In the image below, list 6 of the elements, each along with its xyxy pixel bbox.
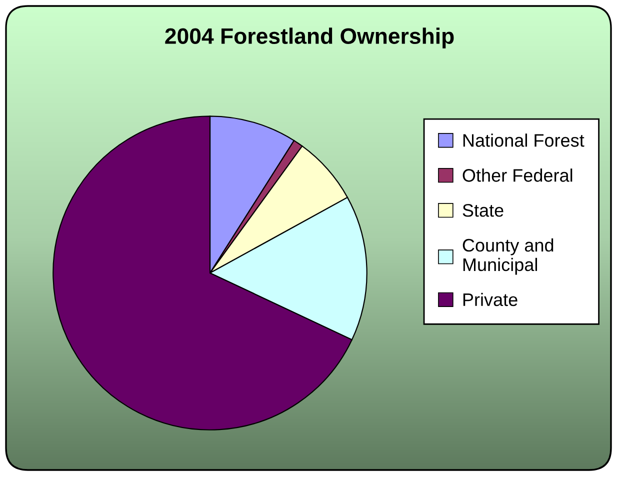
legend-label: County and Municipal	[462, 238, 554, 275]
chart-title: 2004 Forestland Ownership	[165, 28, 454, 48]
legend-label: Private	[463, 292, 518, 306]
legend-label: State	[462, 204, 504, 217]
legend-label: National Forest	[463, 134, 584, 147]
legend-label: Other Federal	[462, 168, 572, 182]
